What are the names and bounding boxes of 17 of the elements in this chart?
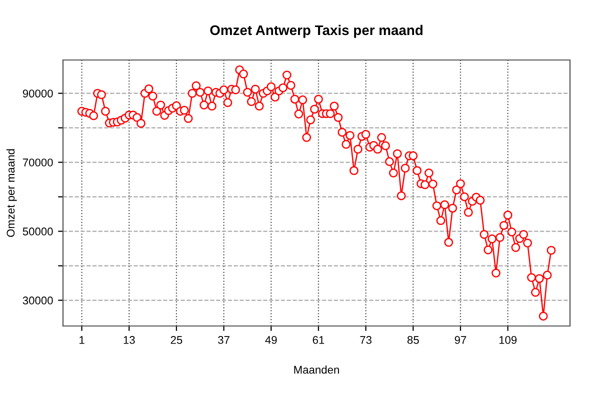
x-tick-label: 37 <box>218 336 230 344</box>
x-tick-label: 85 <box>407 336 419 344</box>
y-axis-title: Omzet per maand <box>6 149 17 237</box>
x-tick-label: 97 <box>454 336 466 344</box>
chart-title: Omzet Antwerp Taxis per maand <box>210 24 422 38</box>
x-tick-label: 109 <box>499 336 517 344</box>
x-tick-label: 49 <box>265 336 277 344</box>
x-tick-label: 25 <box>170 336 182 344</box>
x-axis-title: Maanden <box>294 366 339 374</box>
x-tick-label: 1 <box>80 336 84 344</box>
x-tick-label: 61 <box>312 336 324 344</box>
y-tick-label: 50000 <box>22 228 53 236</box>
y-tick-label: 30000 <box>22 296 53 304</box>
x-tick-label: 73 <box>360 336 372 344</box>
y-tick-label: 90000 <box>22 90 53 98</box>
x-tick-label: 13 <box>124 336 135 344</box>
y-tick-label: 70000 <box>22 158 53 166</box>
